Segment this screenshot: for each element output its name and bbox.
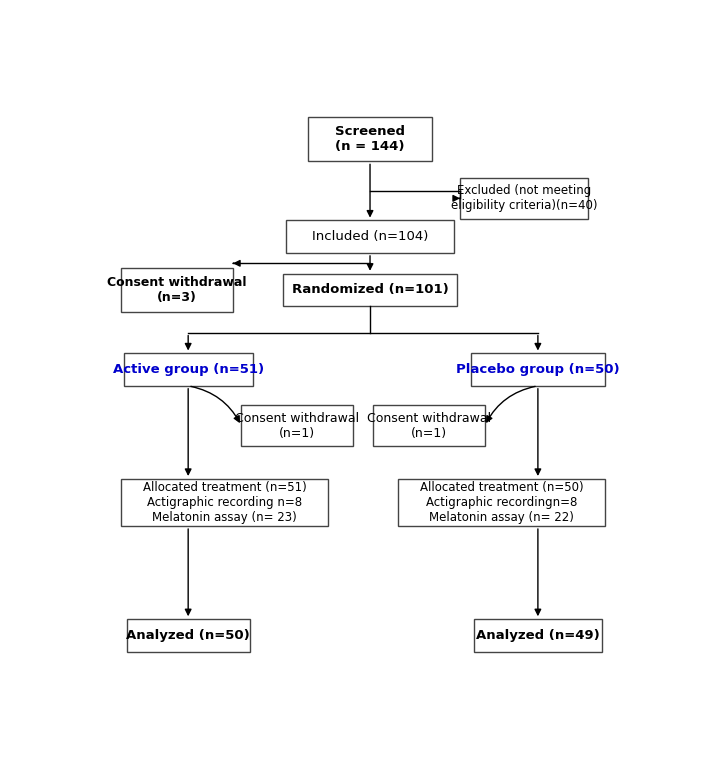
Text: Consent withdrawal
(n=1): Consent withdrawal (n=1) [367, 412, 491, 439]
FancyBboxPatch shape [126, 619, 250, 652]
Text: Randomized (n=101): Randomized (n=101) [292, 283, 448, 296]
FancyBboxPatch shape [474, 619, 602, 652]
FancyBboxPatch shape [124, 354, 253, 386]
FancyBboxPatch shape [121, 268, 233, 312]
FancyBboxPatch shape [460, 178, 588, 219]
FancyBboxPatch shape [308, 117, 432, 161]
FancyBboxPatch shape [241, 405, 353, 446]
FancyBboxPatch shape [286, 220, 454, 253]
Text: Consent withdrawal
(n=3): Consent withdrawal (n=3) [108, 276, 247, 304]
FancyBboxPatch shape [283, 274, 457, 306]
Text: Included (n=104): Included (n=104) [312, 230, 428, 243]
Text: Analyzed (n=50): Analyzed (n=50) [126, 629, 250, 642]
Text: Consent withdrawal
(n=1): Consent withdrawal (n=1) [235, 412, 360, 439]
Text: Allocated treatment (n=50)
Actigraphic recordingn=8
Melatonin assay (n= 22): Allocated treatment (n=50) Actigraphic r… [419, 481, 583, 524]
FancyBboxPatch shape [121, 479, 328, 526]
FancyBboxPatch shape [398, 479, 605, 526]
Text: Allocated treatment (n=51)
Actigraphic recording n=8
Melatonin assay (n= 23): Allocated treatment (n=51) Actigraphic r… [143, 481, 306, 524]
Text: Excluded (not meeting
eligibility criteria)(n=40): Excluded (not meeting eligibility criter… [451, 184, 597, 212]
FancyBboxPatch shape [373, 405, 484, 446]
Text: Screened
(n = 144): Screened (n = 144) [335, 125, 405, 153]
Text: Analyzed (n=49): Analyzed (n=49) [476, 629, 600, 642]
FancyBboxPatch shape [471, 354, 605, 386]
Text: Active group (n=51): Active group (n=51) [113, 363, 264, 376]
Text: Placebo group (n=50): Placebo group (n=50) [456, 363, 619, 376]
